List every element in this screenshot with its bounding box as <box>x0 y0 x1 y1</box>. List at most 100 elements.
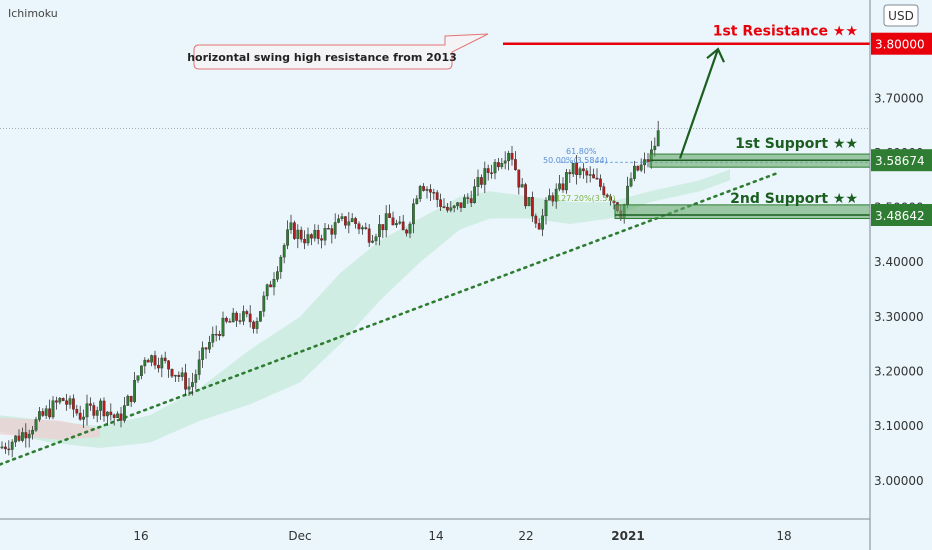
candle-down <box>605 194 609 197</box>
candle-up <box>337 218 340 223</box>
price-tick-label: 3.10000 <box>874 419 924 433</box>
candle-up <box>133 380 136 402</box>
price-axis: 3.000003.100003.200003.300003.400003.500… <box>871 32 932 488</box>
candle-down <box>218 334 221 336</box>
candle-down <box>17 435 21 441</box>
candle-up <box>333 222 337 235</box>
candle-down <box>153 355 157 366</box>
candle-down <box>252 321 255 329</box>
currency-label: USD <box>888 9 914 23</box>
candle-down <box>551 195 555 202</box>
candle-up <box>463 197 466 208</box>
candle-up <box>398 221 402 224</box>
candle-down <box>575 162 579 175</box>
candle-down <box>602 186 606 196</box>
candle-down <box>92 405 96 416</box>
candle-up <box>68 398 72 405</box>
candle-down <box>41 411 45 416</box>
candle-up <box>276 271 279 280</box>
candle-up <box>187 386 191 390</box>
candle-up <box>340 216 344 219</box>
candle-down <box>595 177 599 180</box>
candle-up <box>10 441 14 450</box>
candle-down <box>344 216 347 226</box>
support-1-price-tag <box>871 149 932 172</box>
time-tick-label: 22 <box>518 529 533 543</box>
candle-down <box>204 347 208 350</box>
candle-up <box>126 395 130 406</box>
candle-up <box>82 416 86 420</box>
candle-down <box>592 174 596 179</box>
price-axis-background <box>870 0 932 550</box>
time-tick-label: 2021 <box>611 529 644 543</box>
candle-down <box>537 223 541 230</box>
candle-down <box>480 177 483 185</box>
candle-down <box>524 184 528 207</box>
candle-down <box>245 311 249 315</box>
candle-down <box>510 152 514 160</box>
candle-down <box>167 360 170 370</box>
candle-up <box>629 178 633 187</box>
candle-down <box>303 239 306 244</box>
candle-up <box>160 357 164 369</box>
target-arrow-head <box>706 47 725 63</box>
candle-down <box>3 446 7 450</box>
candle-down <box>432 192 436 194</box>
candle-up <box>44 408 48 416</box>
candle-up <box>173 374 177 377</box>
candle-up <box>548 195 551 201</box>
candle-down <box>357 223 361 230</box>
candle-up <box>571 162 575 175</box>
price-tick-label: 3.70000 <box>874 91 924 105</box>
candle-up <box>541 215 545 230</box>
candle-up <box>201 347 204 360</box>
candle-up <box>374 236 378 242</box>
candle-down <box>490 172 493 174</box>
candle-up <box>520 184 524 188</box>
candle-up <box>350 218 354 222</box>
candle-up <box>558 183 562 190</box>
candle-down <box>177 374 181 377</box>
candle-up <box>38 411 41 420</box>
candle-down <box>531 197 534 217</box>
support-2-zone <box>614 204 871 220</box>
annotation-text: horizontal swing high resistance from 20… <box>187 51 457 64</box>
candle-down <box>609 196 613 202</box>
candle-down <box>561 183 565 191</box>
candle-up <box>347 221 351 226</box>
candle-up <box>588 174 592 176</box>
candle-down <box>391 217 395 226</box>
candle-up <box>150 355 153 363</box>
candle-up <box>262 295 266 312</box>
candle-down <box>248 313 252 323</box>
candle-down <box>405 229 408 234</box>
fib-label: 61.80% <box>566 147 597 156</box>
candle-down <box>401 221 405 231</box>
candle-up <box>105 411 109 417</box>
candle-up <box>289 222 293 230</box>
candle-up <box>633 165 636 179</box>
candle-down <box>354 218 357 224</box>
candle-down <box>517 169 521 188</box>
candle-down <box>636 165 640 171</box>
candles <box>0 120 660 458</box>
candle-up <box>221 317 225 336</box>
candle-up <box>378 224 381 237</box>
candle-up <box>313 229 317 239</box>
candle-down <box>599 178 602 187</box>
candle-down <box>585 170 589 176</box>
candle-down <box>330 228 334 235</box>
candle-down <box>119 413 123 421</box>
currency-button[interactable] <box>883 4 919 27</box>
candle-up <box>425 189 429 191</box>
candle-down <box>442 206 446 208</box>
candle-down <box>163 357 167 362</box>
candle-up <box>116 413 120 418</box>
candle-up <box>31 429 34 435</box>
candle-down <box>435 192 439 200</box>
resistance-1-price-label: 3.80000 <box>875 38 925 52</box>
candle-down <box>459 202 463 208</box>
candle-down <box>534 215 538 224</box>
fib-label: 127.20%(3.51) <box>556 194 616 203</box>
